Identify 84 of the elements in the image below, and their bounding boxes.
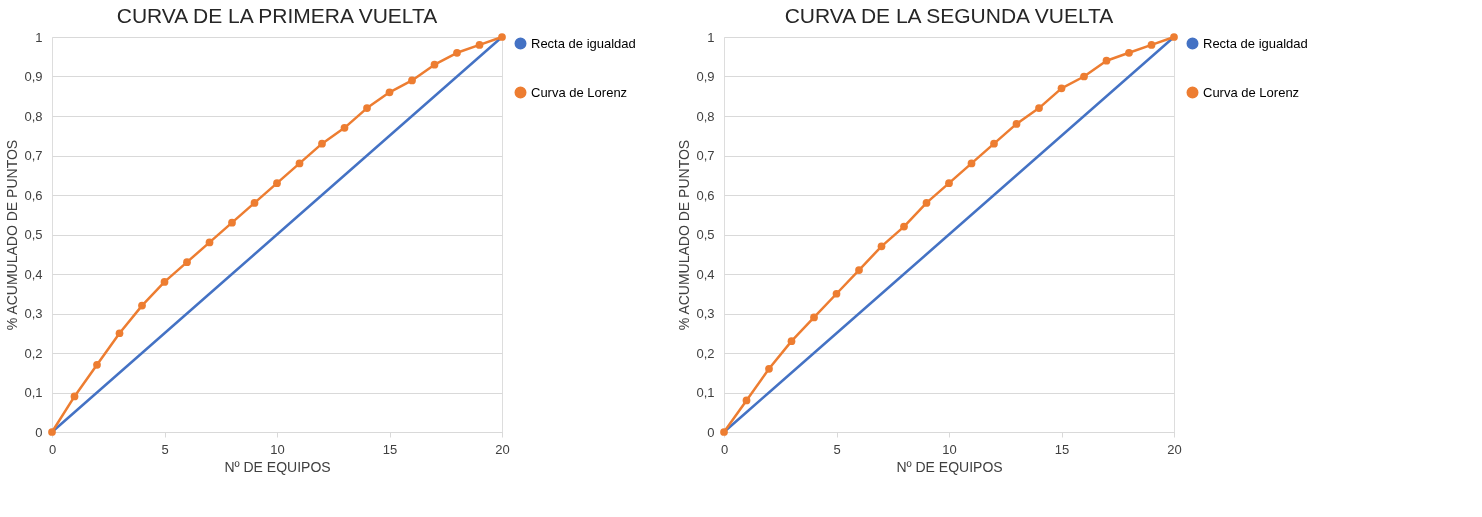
point <box>273 179 281 188</box>
point <box>810 313 818 322</box>
y-tick-label: 0,5 <box>696 227 715 242</box>
point <box>48 428 56 436</box>
point <box>787 337 796 346</box>
point <box>228 218 236 227</box>
point <box>453 48 461 57</box>
legend-label: Curva de Lorenz <box>531 84 628 100</box>
point <box>742 396 751 405</box>
x-tick-label: 20 <box>1167 441 1182 457</box>
point <box>385 88 394 97</box>
point <box>765 364 773 373</box>
y-tick-label: 0,7 <box>696 148 715 163</box>
point <box>900 222 908 231</box>
y-tick-label: 0,9 <box>24 69 43 84</box>
y-tick-label: 0,1 <box>24 385 43 400</box>
point <box>93 360 101 369</box>
point <box>295 159 304 168</box>
y-axis-title: % ACUMULADO DE PUNTOS <box>4 139 21 331</box>
point <box>318 139 326 148</box>
point <box>205 238 214 247</box>
point <box>1147 41 1156 49</box>
y-tick-label: 0,4 <box>24 266 43 282</box>
x-tick-label: 20 <box>495 441 510 457</box>
point <box>1012 120 1021 128</box>
point <box>877 242 886 251</box>
point <box>430 60 439 69</box>
x-tick-label: 10 <box>270 441 285 457</box>
y-tick-label: 0,2 <box>24 345 43 361</box>
x-tick-label: 5 <box>161 441 169 457</box>
y-tick-label: 0,2 <box>696 345 715 361</box>
y-axis-title: % ACUMULADO DE PUNTOS <box>676 139 693 331</box>
y-tick-label: 0,4 <box>696 266 715 282</box>
x-tick-label: 10 <box>942 441 957 457</box>
point <box>363 104 371 112</box>
point <box>967 159 976 168</box>
x-tick-label: 0 <box>720 441 729 457</box>
point <box>70 392 79 401</box>
point <box>945 179 953 188</box>
point <box>183 258 191 267</box>
y-tick-label: 0,7 <box>24 148 43 163</box>
x-tick-label: 0 <box>48 441 57 457</box>
point <box>408 76 416 85</box>
legend-label: Recta de igualdad <box>531 35 636 51</box>
point <box>1057 84 1066 93</box>
point <box>160 278 169 286</box>
point <box>1170 33 1178 41</box>
legend-label: Recta de igualdad <box>1203 35 1308 51</box>
y-tick-label: 0 <box>35 424 43 440</box>
y-tick-label: 0,8 <box>696 108 715 124</box>
y-tick-label: 0,1 <box>696 385 715 400</box>
y-tick-label: 1 <box>35 29 43 45</box>
y-tick-label: 0,8 <box>24 108 43 124</box>
point <box>340 123 349 132</box>
x-axis-title: Nº DE EQUIPOS <box>224 458 331 475</box>
point <box>475 41 484 49</box>
y-tick-label: 0,5 <box>24 227 43 242</box>
point <box>1125 48 1133 57</box>
point <box>990 139 998 148</box>
y-tick-label: 0,9 <box>696 69 715 84</box>
chart-title: CURVA DE LA SEGUNDA VUELTA <box>784 4 1114 27</box>
legend-label: Curva de Lorenz <box>1203 84 1300 100</box>
y-tick-label: 0 <box>707 424 715 440</box>
y-tick-label: 0,6 <box>24 187 43 203</box>
point <box>720 428 728 436</box>
point <box>250 199 259 207</box>
point <box>922 199 931 207</box>
point <box>1080 72 1088 81</box>
x-tick-label: 15 <box>382 441 398 457</box>
point <box>1102 56 1111 65</box>
x-tick-label: 15 <box>1054 441 1070 457</box>
point <box>855 266 863 274</box>
y-tick-label: 0,3 <box>24 306 43 321</box>
point <box>498 33 506 41</box>
y-tick-label: 0,3 <box>696 306 715 321</box>
chart-title: CURVA DE LA PRIMERA VUELTA <box>116 4 438 27</box>
y-tick-label: 1 <box>707 29 715 45</box>
point <box>832 289 841 298</box>
point <box>138 301 146 310</box>
x-axis-title: Nº DE EQUIPOS <box>896 458 1003 475</box>
y-tick-label: 0,6 <box>696 187 715 203</box>
point <box>115 329 124 338</box>
x-tick-label: 5 <box>833 441 841 457</box>
point <box>1035 104 1043 112</box>
